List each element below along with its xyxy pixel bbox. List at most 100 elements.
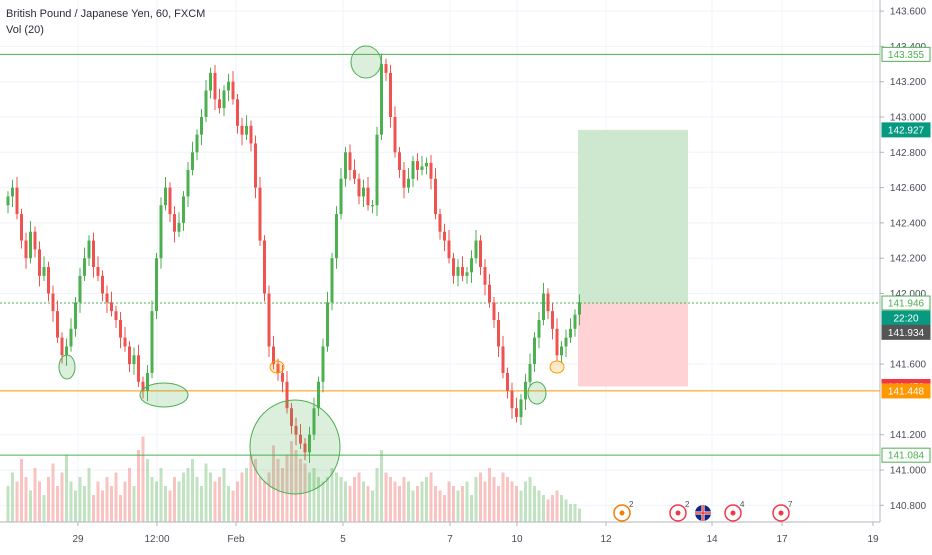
candle-body bbox=[249, 125, 253, 144]
candle-body bbox=[479, 240, 482, 268]
y-tick-label: 142.600 bbox=[890, 183, 927, 194]
candle-body bbox=[470, 258, 473, 273]
position-loss-zone bbox=[578, 303, 688, 387]
candle-body bbox=[78, 275, 82, 303]
volume-bar bbox=[573, 504, 577, 522]
volume-bar bbox=[411, 490, 415, 522]
event-dot bbox=[778, 510, 784, 516]
volume-indicator-label[interactable]: Vol (20) bbox=[6, 24, 44, 36]
volume-bar bbox=[443, 495, 446, 522]
volume-bar bbox=[137, 450, 140, 522]
volume-bar bbox=[195, 477, 199, 522]
volume-bar bbox=[492, 477, 496, 522]
candle-body bbox=[42, 267, 46, 276]
candle-body bbox=[281, 372, 284, 382]
candle-body bbox=[362, 187, 365, 197]
candle-body bbox=[407, 178, 410, 188]
candle-body bbox=[258, 187, 262, 241]
volume-bar bbox=[141, 436, 145, 522]
candle-body bbox=[285, 381, 289, 409]
candle-body bbox=[546, 293, 550, 312]
candle-body bbox=[384, 64, 388, 73]
volume-bar bbox=[285, 454, 289, 522]
price-label: 143.355 bbox=[881, 46, 931, 62]
symbol-title[interactable]: British Pound / Japanese Yen, 60, FXCM bbox=[6, 8, 206, 20]
candle-body bbox=[74, 302, 77, 329]
volume-bar bbox=[501, 472, 505, 522]
volume-bar bbox=[294, 450, 298, 522]
candle-body bbox=[24, 240, 28, 259]
x-tick-label: Feb bbox=[227, 534, 245, 545]
candle-body bbox=[6, 196, 10, 206]
annotation-ellipse-green bbox=[139, 382, 189, 408]
volume-bar bbox=[267, 472, 271, 522]
candle-body bbox=[231, 81, 235, 100]
candle-body bbox=[150, 311, 154, 373]
volume-bar bbox=[317, 477, 320, 522]
volume-bar bbox=[87, 468, 91, 522]
candle-body bbox=[96, 267, 100, 276]
volume-bar bbox=[281, 468, 284, 522]
y-tick-label: 142.200 bbox=[890, 254, 927, 265]
volume-bar bbox=[371, 490, 374, 522]
volume-bar bbox=[407, 481, 410, 522]
candle-body bbox=[569, 328, 572, 338]
annotation-ellipse-orange bbox=[269, 360, 285, 374]
volume-bar bbox=[398, 486, 401, 522]
candle-body bbox=[123, 337, 127, 347]
candle-body bbox=[330, 258, 334, 303]
volume-bar bbox=[483, 481, 487, 522]
volume-bar bbox=[474, 477, 478, 522]
candle-body bbox=[254, 143, 257, 188]
candle-body bbox=[515, 408, 518, 418]
candle-body bbox=[267, 293, 271, 347]
volume-bar bbox=[83, 486, 86, 522]
candle-body bbox=[380, 64, 383, 135]
annotation-ellipse-green bbox=[249, 399, 341, 495]
price-label: 141.946 bbox=[881, 295, 931, 311]
volume-bar bbox=[119, 495, 122, 522]
volume-bar bbox=[20, 459, 23, 522]
volume-bar bbox=[159, 468, 163, 522]
candle-body bbox=[276, 364, 280, 373]
event-dot bbox=[619, 510, 625, 516]
candle-body bbox=[182, 196, 185, 223]
volume-bar bbox=[114, 472, 118, 522]
x-tick-label: 29 bbox=[72, 534, 84, 545]
volume-bar bbox=[78, 477, 82, 522]
candle-body bbox=[348, 152, 352, 170]
candle-body bbox=[528, 364, 532, 382]
volume-bar bbox=[560, 495, 563, 522]
candle-body bbox=[128, 346, 131, 365]
volume-bar bbox=[173, 477, 176, 522]
candle-body bbox=[141, 381, 145, 391]
volume-bar bbox=[515, 486, 518, 522]
volume-bar bbox=[434, 486, 437, 522]
candle-body bbox=[101, 275, 104, 294]
event-count: 2 bbox=[629, 500, 634, 509]
candle-body bbox=[33, 231, 37, 250]
volume-bar bbox=[402, 477, 406, 522]
volume-bar bbox=[6, 486, 10, 522]
candle-body bbox=[425, 162, 428, 167]
volume-bar bbox=[240, 472, 244, 522]
volume-bar bbox=[425, 477, 428, 522]
volume-bar bbox=[344, 481, 347, 522]
price-label-box bbox=[881, 122, 931, 138]
volume-bar bbox=[15, 481, 19, 522]
candle-body bbox=[308, 434, 311, 453]
candle-body bbox=[357, 178, 361, 197]
volume-bar bbox=[321, 481, 325, 522]
volume-bar bbox=[438, 490, 442, 522]
candle-body bbox=[56, 311, 59, 338]
volume-bar bbox=[218, 477, 221, 522]
volume-bar bbox=[375, 468, 379, 522]
volume-bar bbox=[380, 450, 383, 522]
candle-body bbox=[105, 293, 109, 303]
volume-bar bbox=[470, 495, 473, 522]
candle-body bbox=[146, 372, 149, 391]
candle-body bbox=[389, 72, 392, 117]
candle-body bbox=[573, 314, 577, 329]
